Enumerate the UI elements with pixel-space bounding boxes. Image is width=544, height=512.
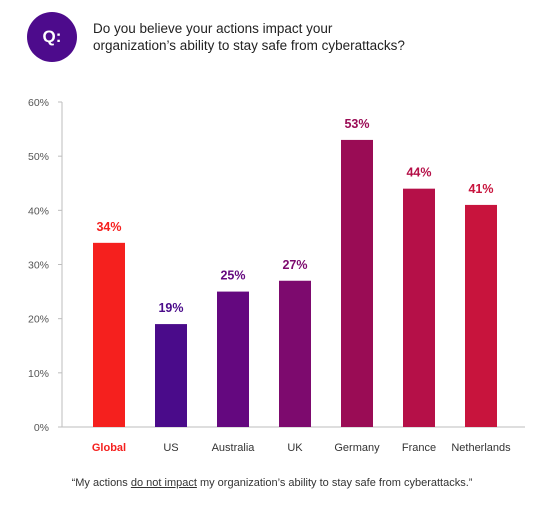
bar-chart: 0% 10% 20% 30% 40% 50% 60% 34% Global 19% US 25% Aus…	[28, 97, 525, 454]
chart-caption: “My actions do not impact my organizatio…	[0, 477, 544, 489]
x-tick-label: Germany	[334, 442, 380, 454]
bar-uk	[279, 280, 311, 427]
y-tick-label: 30%	[28, 260, 49, 272]
y-tick-label: 60%	[28, 97, 49, 109]
x-tick-label: Global	[92, 442, 126, 454]
x-tick-label: France	[402, 442, 436, 454]
y-tick-label: 0%	[34, 422, 49, 434]
bar-australia	[217, 291, 249, 427]
y-tick-label: 10%	[28, 368, 49, 380]
caption-after: my organization’s ability to stay safe f…	[196, 477, 473, 489]
x-tick-label: UK	[287, 442, 303, 454]
bar-global	[93, 242, 125, 427]
question-text: Do you believe your actions impact your …	[93, 20, 405, 54]
data-label: 34%	[96, 220, 121, 234]
data-label: 25%	[220, 269, 245, 283]
y-tick-label: 50%	[28, 151, 49, 163]
data-label: 27%	[282, 258, 307, 272]
data-label: 41%	[468, 182, 493, 196]
x-tick-label: Australia	[212, 442, 256, 454]
bar-germany	[341, 139, 373, 427]
y-tick-label: 40%	[28, 205, 49, 217]
y-tick-label: 20%	[28, 314, 49, 326]
bar-us	[155, 324, 187, 427]
x-tick-label: Netherlands	[451, 442, 511, 454]
question-badge: Q:	[27, 12, 77, 62]
caption-before: “My actions	[71, 477, 131, 489]
data-label: 19%	[158, 301, 183, 315]
caption-underlined: do not impact	[130, 477, 197, 489]
x-tick-label: US	[163, 442, 178, 454]
data-label: 44%	[406, 166, 431, 180]
question-line-2: organization’s ability to stay safe from…	[93, 38, 405, 53]
bar-france	[403, 188, 435, 427]
bar-netherlands	[465, 204, 497, 427]
question-line-1: Do you believe your actions impact your	[93, 21, 333, 36]
question-badge-label: Q:	[42, 27, 62, 46]
data-label: 53%	[344, 117, 369, 131]
